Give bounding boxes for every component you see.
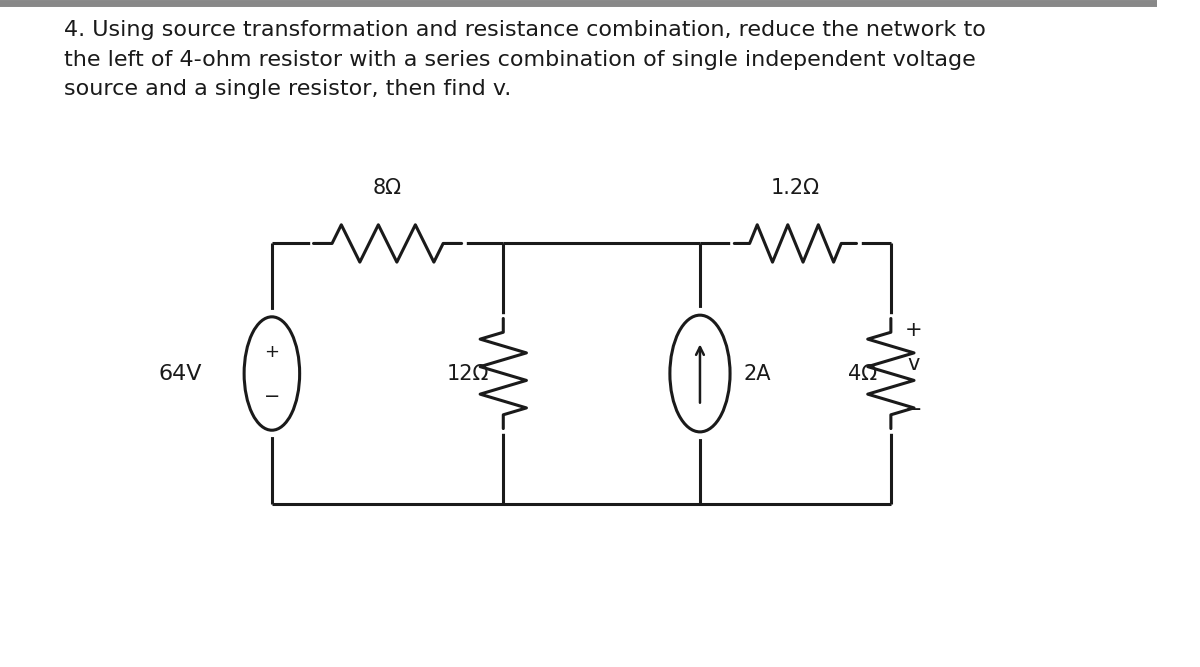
Text: 8Ω: 8Ω: [373, 178, 402, 198]
Text: 4. Using source transformation and resistance combination, reduce the network to: 4. Using source transformation and resis…: [64, 20, 985, 99]
Text: 1.2Ω: 1.2Ω: [770, 178, 820, 198]
Text: 64V: 64V: [158, 364, 203, 384]
Ellipse shape: [244, 317, 300, 430]
Text: +: +: [905, 320, 923, 340]
Text: 4Ω: 4Ω: [848, 364, 877, 384]
Text: 12Ω: 12Ω: [448, 364, 490, 384]
Text: −: −: [264, 388, 280, 406]
Text: v: v: [907, 354, 919, 374]
Text: +: +: [264, 344, 280, 361]
Ellipse shape: [670, 315, 730, 432]
Text: −: −: [905, 400, 923, 420]
Text: 2A: 2A: [744, 364, 772, 384]
